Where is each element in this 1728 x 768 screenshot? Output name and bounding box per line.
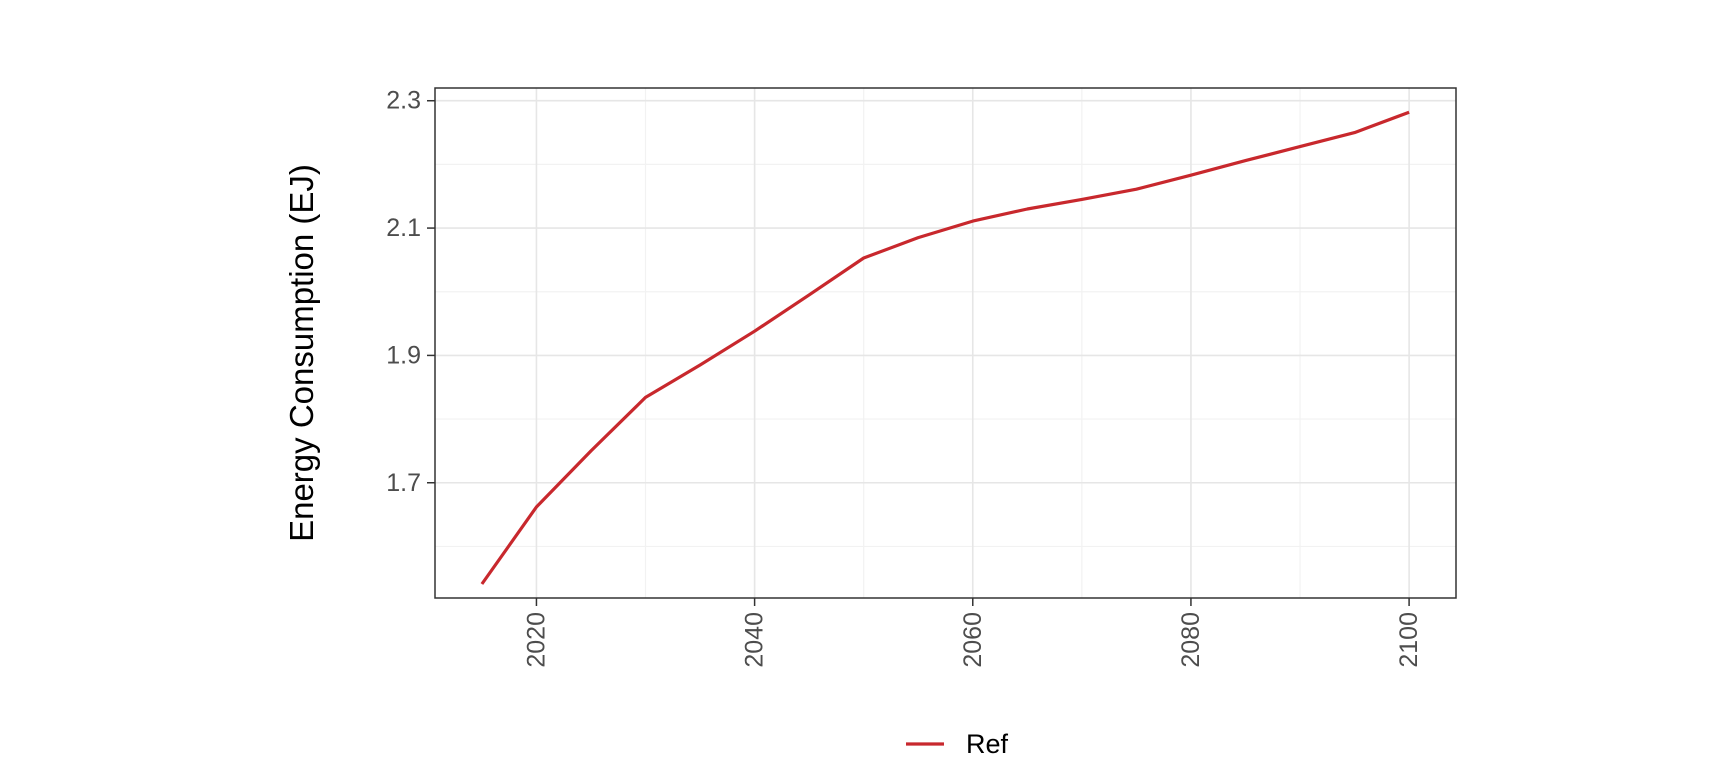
y-tick-label: 1.9 [386,341,421,369]
x-tick-label: 2040 [741,612,769,668]
legend-label: Ref [966,729,1009,759]
axis-ticks [427,99,1410,606]
y-tick-label: 2.1 [386,214,421,242]
y-tick-label: 2.3 [386,87,421,115]
series-layer [480,110,1410,585]
x-tick-label: 2060 [959,612,987,668]
y-axis-tick-labels: 1.7 1.9 2.1 2.3 [386,87,421,497]
plot-panel-border [434,87,1457,599]
x-tick-label: 2080 [1177,612,1205,668]
x-tick-label: 2020 [522,612,550,668]
y-axis-title: Energy Consumption (EJ) [283,164,320,542]
minor-gridlines [435,88,1456,598]
x-axis-tick-labels: 2020 2040 2060 2080 2100 [522,612,1423,668]
series-line-ref [480,110,1410,585]
legend: Ref [906,729,1009,759]
major-gridlines [435,88,1456,598]
y-tick-label: 1.7 [386,469,421,497]
x-tick-label: 2100 [1395,612,1423,668]
